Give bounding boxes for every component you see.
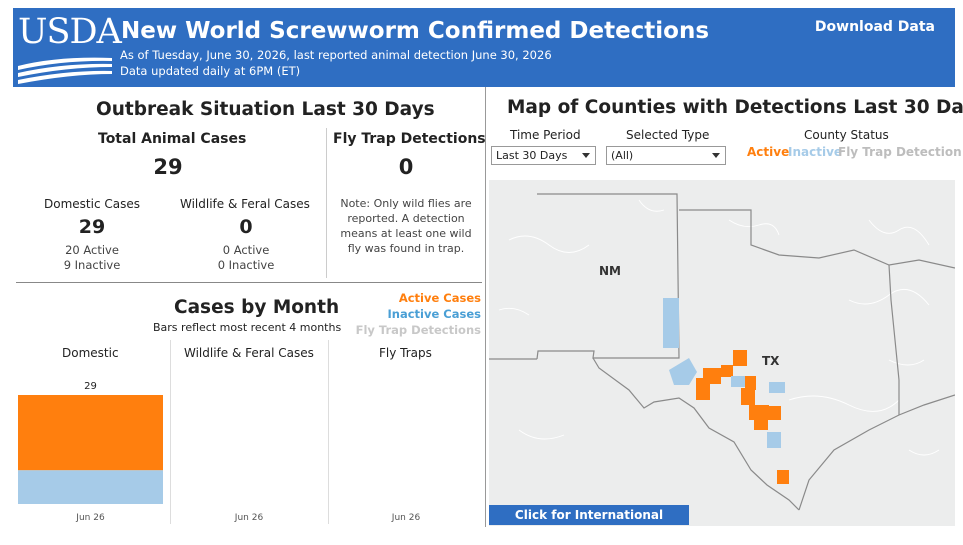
status-active: Active xyxy=(747,145,790,159)
panel-label-wildlife: Wildlife & Feral Cases xyxy=(184,346,314,360)
map-svg: NM TX xyxy=(489,193,955,511)
panel-divider xyxy=(485,87,486,527)
chevron-down-icon xyxy=(582,153,590,158)
bar-total-label: 29 xyxy=(84,381,97,392)
state-label-tx: TX xyxy=(762,354,780,368)
selected-type-label: Selected Type xyxy=(626,128,710,142)
county-inactive xyxy=(731,376,745,387)
status-inactive: Inactive xyxy=(788,145,843,159)
county-map[interactable]: NM TX xyxy=(489,180,955,526)
domestic-inactive: 9 Inactive xyxy=(63,258,121,272)
bar-inactive[interactable] xyxy=(18,470,163,504)
county-status-label: County Status xyxy=(804,128,889,142)
month-tick-label: Jun 26 xyxy=(234,513,264,523)
county-active xyxy=(745,376,756,390)
time-period-label: Time Period xyxy=(510,128,581,142)
county-active xyxy=(777,470,789,484)
bar-active[interactable] xyxy=(18,395,163,471)
county-active xyxy=(741,388,755,405)
county-active xyxy=(769,406,781,420)
map-title: Map of Counties with Detections Last 30 … xyxy=(507,97,963,118)
cases-by-month-subtitle: Bars reflect most recent 4 months xyxy=(153,321,342,334)
wildlife-active: 0 Active xyxy=(222,243,270,257)
header-banner: USDA New World Screwworm Confirmed Detec… xyxy=(13,8,955,87)
county-inactive xyxy=(769,382,785,393)
section-divider xyxy=(16,282,482,283)
county-active xyxy=(749,405,769,420)
fly-trap-value: 0 xyxy=(398,155,414,179)
time-period-value: Last 30 Days xyxy=(496,149,568,162)
wildlife-cases-value: 0 xyxy=(239,216,253,238)
county-active xyxy=(721,365,733,377)
download-data-button[interactable]: Download Data xyxy=(814,19,935,35)
county-markers xyxy=(663,298,789,484)
state-borders xyxy=(489,193,955,511)
selected-type-select[interactable]: (All) xyxy=(606,146,726,165)
fly-trap-note: Note: Only wild flies are reported. A de… xyxy=(340,197,472,255)
chart-separator xyxy=(170,340,171,524)
subtitle-line-2: Data updated daily at 6PM (ET) xyxy=(120,64,301,78)
fly-trap-label: Fly Trap Detections xyxy=(333,131,486,147)
month-tick-label: Jun 26 xyxy=(391,513,421,523)
cases-by-month-title: Cases by Month xyxy=(174,297,340,318)
kpi-divider xyxy=(326,128,327,278)
domestic-cases-value: 29 xyxy=(78,216,106,238)
page-subtitle: As of Tuesday, June 30, 2026, last repor… xyxy=(120,47,552,79)
total-cases-label: Total Animal Cases xyxy=(98,131,247,147)
cases-by-month-chart: 29 Jun 26 Jun 26 Jun 26 xyxy=(18,381,421,523)
map-rivers xyxy=(498,199,940,456)
status-fly-trap: Fly Trap Detection xyxy=(838,145,962,159)
wildlife-cases-label: Wildlife & Feral Cases xyxy=(180,197,310,211)
wildlife-inactive: 0 Inactive xyxy=(217,258,275,272)
panel-label-fly-traps: Fly Traps xyxy=(379,346,432,360)
selected-type-value: (All) xyxy=(611,149,634,162)
total-cases-value: 29 xyxy=(153,155,183,179)
month-tick-label: Jun 26 xyxy=(75,513,105,523)
chevron-down-icon xyxy=(712,153,720,158)
county-inactive xyxy=(767,432,781,448)
subtitle-line-1: As of Tuesday, June 30, 2026, last repor… xyxy=(120,48,552,62)
usda-logo: USDA xyxy=(18,14,122,84)
county-active xyxy=(733,350,747,366)
county-inactive xyxy=(663,298,679,348)
domestic-active: 20 Active xyxy=(65,243,119,257)
page-title: New World Screwworm Confirmed Detections xyxy=(121,18,710,44)
usda-swoosh-icon xyxy=(18,57,112,84)
time-period-select[interactable]: Last 30 Days xyxy=(491,146,596,165)
state-label-nm: NM xyxy=(599,264,621,278)
legend-fly-trap: Fly Trap Detections xyxy=(355,323,481,337)
county-inactive xyxy=(669,358,697,385)
panel-label-domestic: Domestic xyxy=(62,346,119,360)
outbreak-title: Outbreak Situation Last 30 Days xyxy=(96,99,435,120)
county-active xyxy=(703,368,721,384)
legend-inactive-cases: Inactive Cases xyxy=(387,307,481,321)
legend-active-cases: Active Cases xyxy=(398,291,481,305)
chart-separator xyxy=(328,340,329,524)
county-active xyxy=(754,420,768,430)
domestic-cases-label: Domestic Cases xyxy=(44,197,140,211)
usda-logo-text: USDA xyxy=(18,12,122,52)
international-exports-button[interactable]: Click for International Exports xyxy=(489,505,689,542)
